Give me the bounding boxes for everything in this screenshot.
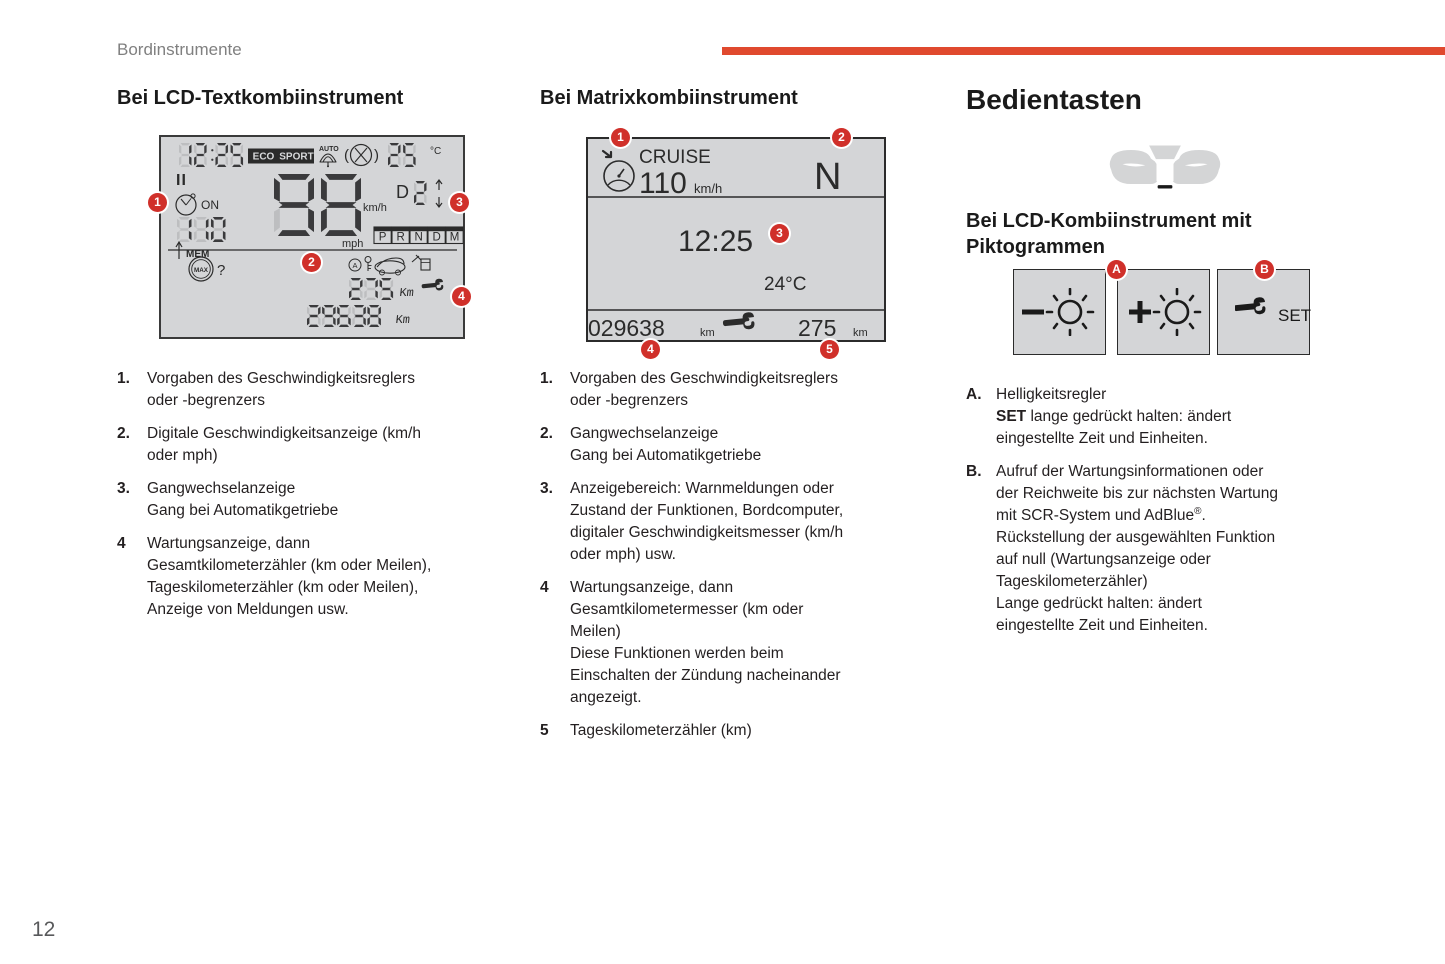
svg-text:?: ? [217,262,225,279]
svg-text:M: M [450,232,460,244]
svg-text:275: 275 [798,315,836,341]
svg-text:Km: Km [395,313,411,327]
svg-text:D: D [396,182,409,202]
svg-text:(: ( [344,147,349,164]
svg-text:24°C: 24°C [764,274,806,295]
svg-text:12:25: 12:25 [678,225,753,258]
svg-text:N: N [414,232,422,244]
svg-text:SPORT: SPORT [279,152,313,163]
svg-text:029638: 029638 [588,315,665,341]
svg-text:km/h: km/h [694,181,722,196]
svg-text:110: 110 [639,167,687,200]
svg-text:ECO: ECO [253,152,275,163]
svg-text:MAX: MAX [194,267,209,274]
svg-text:D: D [432,232,440,244]
svg-text:P: P [379,232,387,244]
svg-text:N: N [814,156,841,198]
svg-text:II: II [176,172,187,189]
svg-text:): ) [374,147,379,164]
svg-text:°C: °C [430,146,441,157]
svg-text:A: A [352,261,357,270]
svg-text:ON: ON [201,198,219,212]
svg-text:AUTO: AUTO [319,146,339,153]
svg-text:CRUISE: CRUISE [639,147,711,168]
svg-text:km: km [853,327,868,339]
svg-text:Km: Km [399,286,415,300]
svg-text:R: R [396,232,404,244]
svg-text:mph: mph [342,238,363,250]
svg-text:km: km [700,327,715,339]
svg-text:km/h: km/h [363,202,387,214]
